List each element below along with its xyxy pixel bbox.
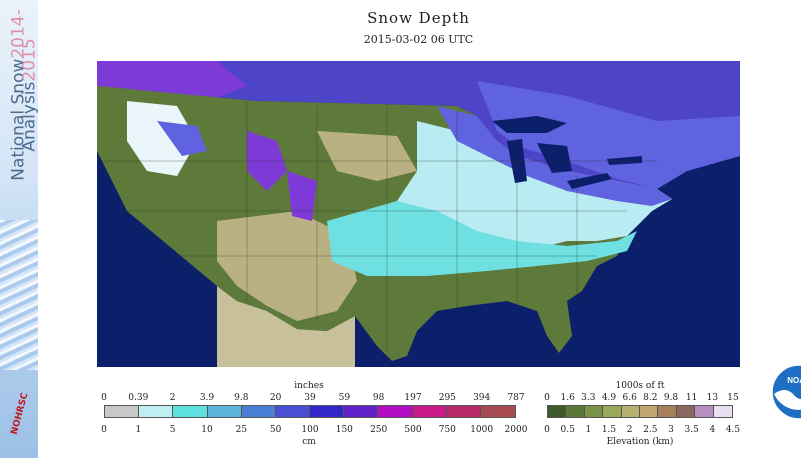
snow-cyan-band bbox=[327, 201, 637, 276]
canada-east-snow bbox=[477, 81, 740, 189]
snow-legend-top-label: 20 bbox=[269, 393, 282, 403]
elev-legend-unit-km: Elevation (km) bbox=[606, 437, 674, 447]
snow-legend-top-label: 197 bbox=[404, 393, 422, 403]
elev-legend-swatch bbox=[676, 406, 696, 417]
sidebar-ice-photo bbox=[0, 220, 38, 370]
elev-legend-top-label: 3.3 bbox=[581, 393, 596, 403]
elev-legend-bottom-label: 3.5 bbox=[684, 425, 699, 435]
elev-legend-top-label: 6.6 bbox=[622, 393, 637, 403]
elev-legend-top-label: 15 bbox=[727, 393, 739, 403]
elev-legend-swatch bbox=[640, 406, 659, 417]
elev-legend-bottom-label: 4 bbox=[709, 425, 716, 435]
map-title: Snow Depth bbox=[367, 9, 470, 27]
elev-legend-unit-ft: 1000s of ft bbox=[615, 381, 665, 391]
snow-legend-unit-inches: inches bbox=[294, 381, 324, 391]
snow-legend-bottom-label: 500 bbox=[404, 425, 422, 435]
snow-legend-swatch bbox=[378, 406, 413, 417]
elev-legend-bottom-label: 2.5 bbox=[643, 425, 658, 435]
elev-legend-swatch bbox=[713, 406, 733, 417]
snow-legend-swatch bbox=[105, 406, 140, 417]
snow-blue-northwest bbox=[157, 121, 207, 156]
snow-legend-top-label: 59 bbox=[338, 393, 351, 403]
snow-legend-bottom-label: 250 bbox=[370, 425, 388, 435]
snow-legend-top-label: 0 bbox=[101, 393, 107, 403]
snow-white-rockies bbox=[127, 101, 197, 176]
elev-legend-bottom-label: 3 bbox=[668, 425, 674, 435]
map-date: 2015-03-02 06 UTC bbox=[363, 33, 474, 46]
snow-legend-top-label: 295 bbox=[438, 393, 456, 403]
snow-legend-swatch bbox=[139, 406, 174, 417]
noaa-logo: NOAA bbox=[771, 364, 801, 420]
snow-legend-top-label: 9.8 bbox=[234, 393, 249, 403]
snow-depth-color-bar bbox=[104, 405, 516, 418]
elev-legend-bottom-label: 0 bbox=[544, 425, 550, 435]
elev-legend-swatch bbox=[603, 406, 622, 417]
elev-legend-top-label: 1.6 bbox=[560, 393, 575, 403]
snow-legend-bottom-label: 1000 bbox=[470, 425, 494, 435]
sidebar-title-line2: Analysis2015 bbox=[19, 38, 39, 152]
lake-huron bbox=[537, 143, 572, 173]
snow-legend-swatch bbox=[241, 406, 276, 417]
snow-legend-bottom-label: 2000 bbox=[504, 425, 528, 435]
elev-legend-bottom-label: 2 bbox=[626, 425, 633, 435]
snow-legend-swatch bbox=[412, 406, 447, 417]
snow-legend-bottom-label: 50 bbox=[269, 425, 282, 435]
elev-legend-top-label: 8.2 bbox=[643, 393, 658, 403]
snow-legend-swatch bbox=[480, 406, 516, 417]
northern-plains-bare bbox=[317, 131, 417, 181]
elev-legend-top-label: 11 bbox=[685, 393, 698, 403]
snow-purple-colorado bbox=[287, 171, 317, 221]
snow-legend-swatch bbox=[446, 406, 481, 417]
elevation-color-bar bbox=[547, 405, 733, 418]
lake-ontario bbox=[607, 156, 642, 165]
snow-legend-bottom-label: 100 bbox=[301, 425, 319, 435]
snow-legend-bottom-label: 1 bbox=[135, 425, 142, 435]
snow-legend-top-label: 787 bbox=[507, 393, 525, 403]
snow-legend-top-label: 98 bbox=[372, 393, 385, 403]
snow-legend-top-label: 39 bbox=[304, 393, 316, 403]
snow-legend-top-label: 0.39 bbox=[128, 393, 149, 403]
snow-legend-bottom-label: 750 bbox=[438, 425, 456, 435]
snow-legend-bottom-label: 10 bbox=[201, 425, 213, 435]
state-boundaries bbox=[97, 101, 657, 351]
nohrsc-logo: NOHRSC bbox=[9, 391, 31, 436]
snow-legend-bottom-label: 150 bbox=[335, 425, 353, 435]
snow-legend-top-label: 3.9 bbox=[199, 393, 215, 403]
snow-legend-top-label: 394 bbox=[473, 393, 491, 403]
snow-legend-bottom-label: 5 bbox=[169, 425, 176, 435]
svg-text:NOAA: NOAA bbox=[787, 376, 801, 385]
sidebar-banner: National Snow2014- Analysis2015 NOHRSC bbox=[0, 0, 38, 458]
map-canvas bbox=[97, 61, 740, 367]
elev-legend-top-label: 13 bbox=[706, 393, 719, 403]
mexico-region bbox=[217, 286, 355, 367]
elev-legend-bottom-label: 4.5 bbox=[725, 425, 741, 435]
elev-legend-top-label: 9.8 bbox=[663, 393, 679, 403]
southwest-bare-ground bbox=[217, 211, 357, 321]
elev-legend-bottom-label: 1.5 bbox=[601, 425, 617, 435]
lake-superior bbox=[492, 116, 567, 133]
snow-legend-bottom-label: 0 bbox=[101, 425, 107, 435]
snow-legend-swatch bbox=[207, 406, 242, 417]
snow-legend-swatch bbox=[275, 406, 311, 417]
snow-legend-swatch bbox=[344, 406, 379, 417]
snow-depth-map: NOAA bbox=[97, 61, 801, 420]
snow-legend-top-label: 2 bbox=[169, 393, 176, 403]
elev-legend-top-label: 4.9 bbox=[601, 393, 617, 403]
lake-erie bbox=[567, 173, 612, 189]
elev-legend-swatch bbox=[621, 406, 641, 417]
snow-legend-bottom-label: 25 bbox=[235, 425, 248, 435]
elev-legend-swatch bbox=[566, 406, 585, 417]
snow-legend-swatch bbox=[310, 406, 345, 417]
elev-legend-swatch bbox=[584, 406, 604, 417]
elev-legend-swatch bbox=[548, 406, 567, 417]
elev-legend-swatch bbox=[658, 406, 677, 417]
snow-blue-north bbox=[437, 106, 672, 206]
elev-legend-swatch bbox=[695, 406, 714, 417]
elev-legend-bottom-label: 1 bbox=[585, 425, 592, 435]
snow-legend-swatch bbox=[173, 406, 208, 417]
elev-legend-top-label: 0 bbox=[544, 393, 550, 403]
elev-legend-bottom-label: 0.5 bbox=[560, 425, 575, 435]
snow-legend-unit-cm: cm bbox=[302, 437, 316, 447]
